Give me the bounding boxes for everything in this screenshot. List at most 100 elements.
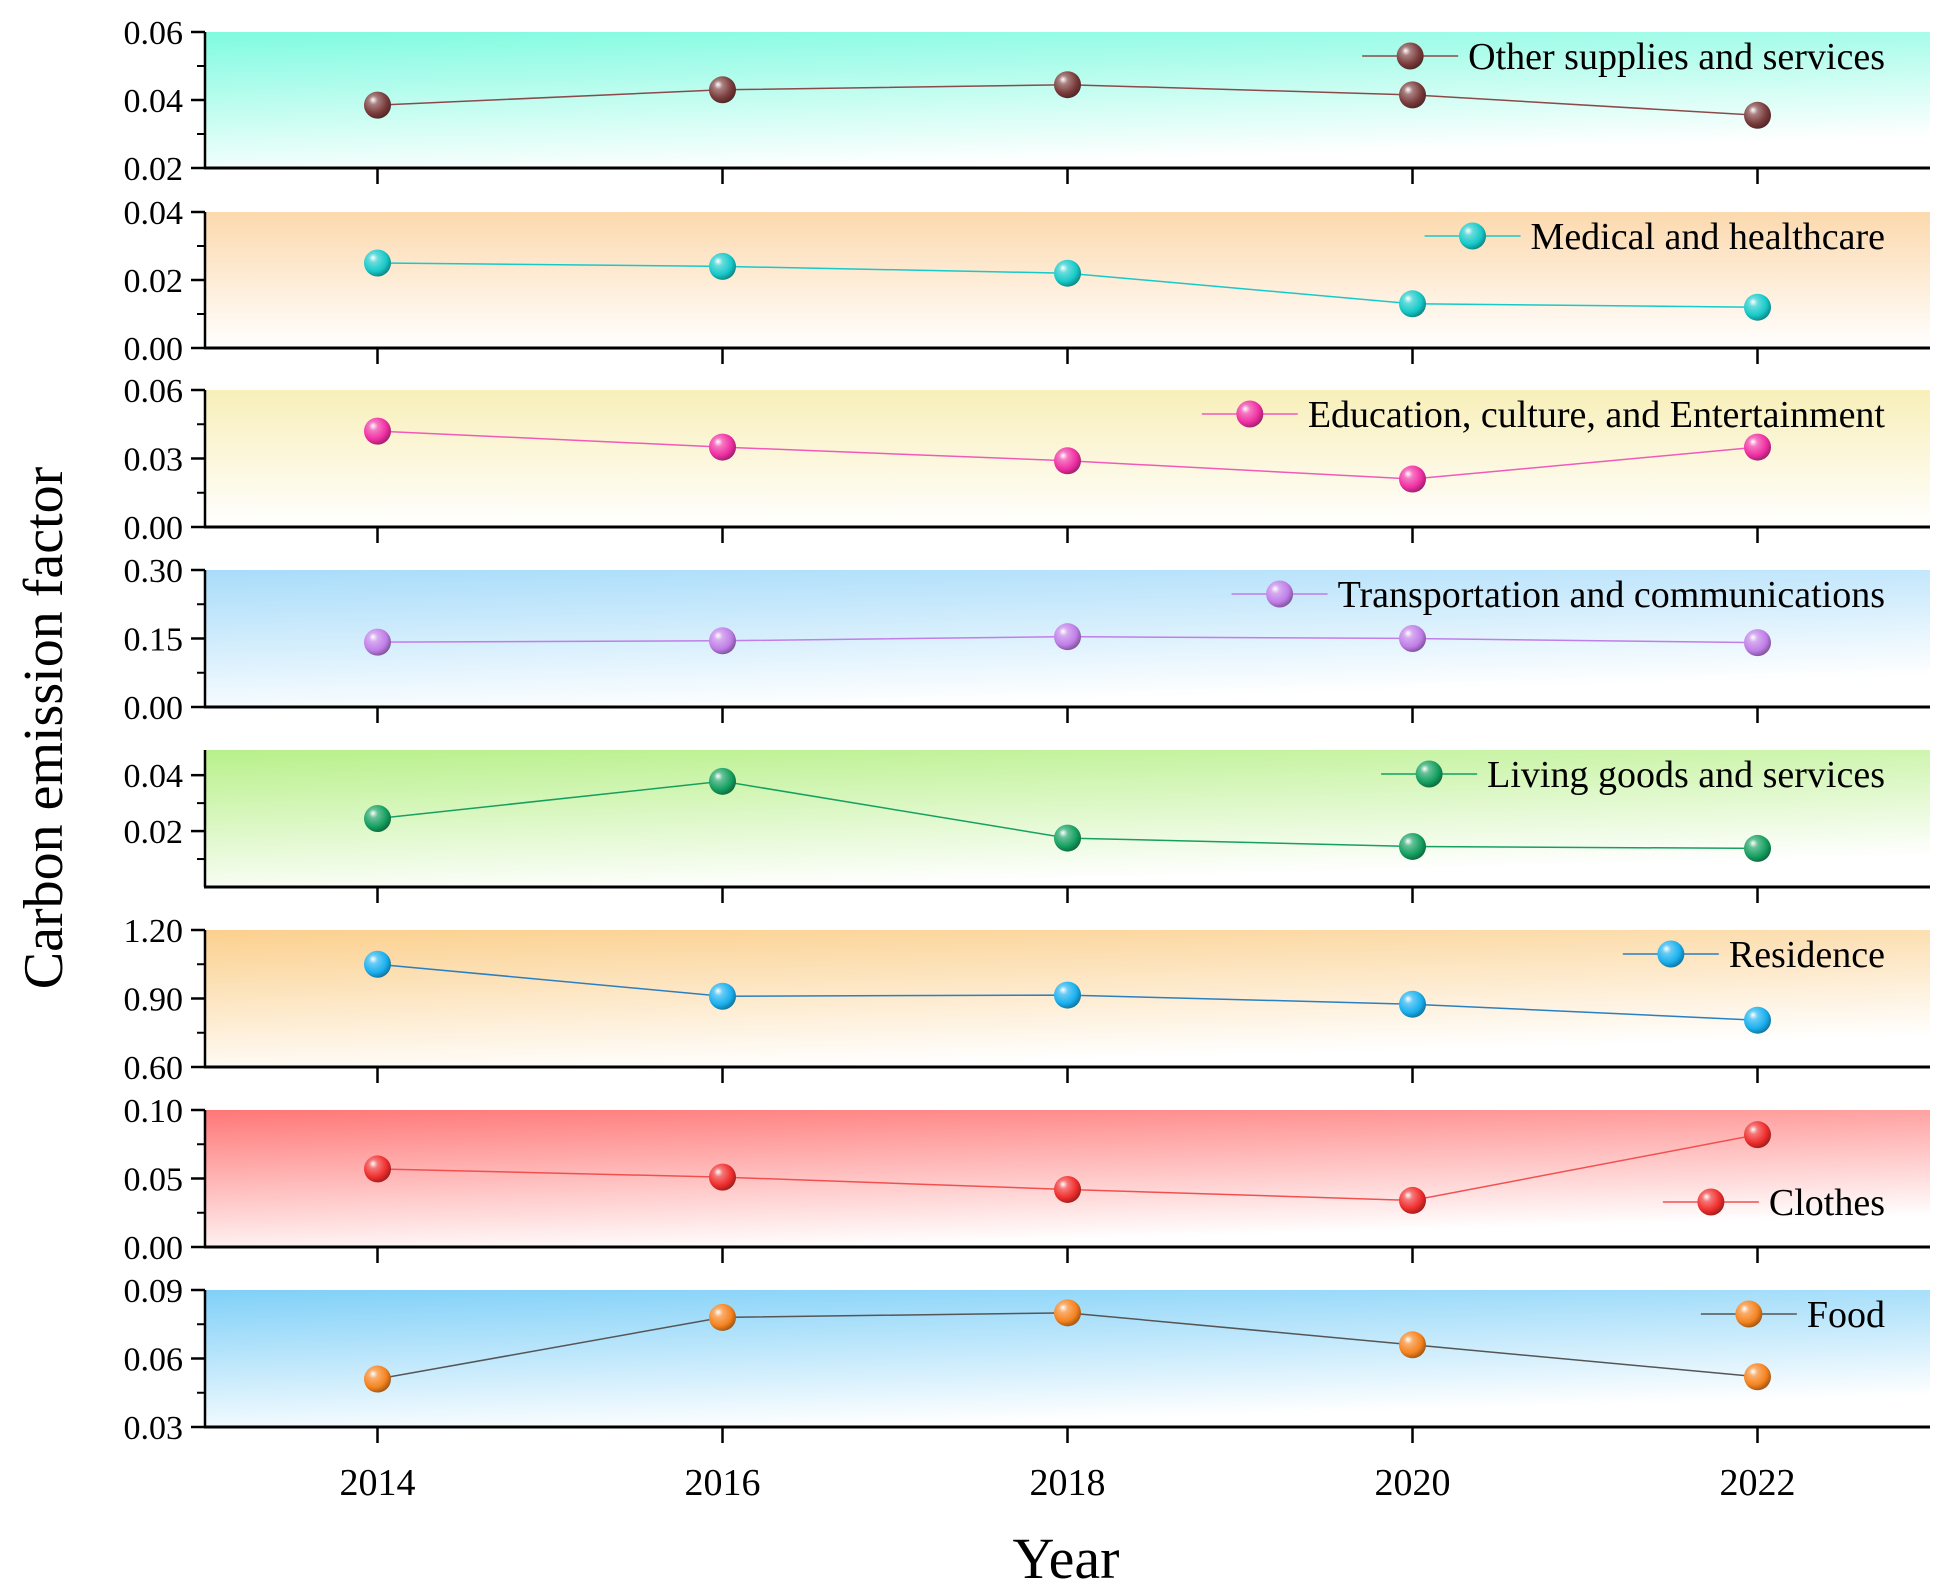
- y-tick-label: 0.00: [124, 331, 184, 368]
- data-point-clothes-2022: [1744, 1121, 1771, 1149]
- data-point-medical-and-healthcare-2016: [709, 252, 736, 280]
- data-point-transportation-and-communications-2014: [364, 628, 391, 656]
- data-point-education-culture-and-entertainment-2014: [364, 417, 391, 445]
- legend-marker: [1697, 1188, 1725, 1216]
- y-tick-label: 0.10: [124, 1093, 184, 1130]
- data-point-clothes-2016: [709, 1163, 736, 1191]
- data-point-education-culture-and-entertainment-2016: [709, 433, 736, 461]
- panel-background: [205, 750, 1930, 887]
- data-point-residence-2020: [1399, 990, 1426, 1018]
- data-point-education-culture-and-entertainment-2022: [1744, 433, 1771, 461]
- legend-marker: [1459, 222, 1487, 250]
- data-point-medical-and-healthcare-2014: [364, 249, 391, 277]
- legend-marker: [1396, 42, 1424, 70]
- y-tick-label: 0.15: [124, 622, 184, 659]
- data-point-food-2018: [1054, 1299, 1081, 1327]
- data-point-residence-2022: [1744, 1006, 1771, 1034]
- y-tick-label: 0.09: [124, 1273, 184, 1310]
- y-tick-label: 0.04: [124, 83, 184, 120]
- data-point-residence-2014: [364, 950, 391, 978]
- panel-other-supplies-and-services: 0.02 0.04 0.06 Other supplies and services: [124, 15, 1930, 188]
- y-tick-label: 0.00: [124, 690, 184, 727]
- legend-other-supplies-and-services: Other supplies and services: [1362, 36, 1885, 78]
- data-point-food-2022: [1744, 1363, 1771, 1391]
- panel-residence: 0.60 0.90 1.20 Residence: [124, 913, 1930, 1087]
- x-axis: 2014 2016 2018 2020 2022: [340, 1462, 1796, 1504]
- legend-label: Living goods and services: [1487, 754, 1885, 796]
- data-point-transportation-and-communications-2018: [1054, 623, 1081, 651]
- y-tick-label: 0.04: [124, 195, 184, 232]
- data-point-other-supplies-and-services-2016: [709, 76, 736, 104]
- y-tick-label: 0.60: [124, 1050, 184, 1087]
- data-point-residence-2018: [1054, 981, 1081, 1009]
- data-point-other-supplies-and-services-2014: [364, 91, 391, 119]
- legend-label: Food: [1807, 1294, 1885, 1336]
- y-tick-label: 0.06: [124, 15, 184, 52]
- data-point-food-2020: [1399, 1331, 1426, 1359]
- y-axis-title: Carbon emission factor: [13, 466, 75, 989]
- legend-label: Education, culture, and Entertainment: [1308, 394, 1886, 436]
- y-tick-label: 0.02: [124, 814, 184, 851]
- legend-residence: Residence: [1622, 934, 1885, 976]
- data-point-living-goods-and-services-2016: [709, 767, 736, 795]
- legend-living-goods-and-services: Living goods and services: [1381, 754, 1885, 796]
- panel-education-culture-and-entertainment: 0.00 0.03 0.06 Education, culture, and Ente…: [124, 373, 1930, 547]
- data-point-clothes-2020: [1399, 1186, 1426, 1214]
- data-point-food-2016: [709, 1303, 736, 1331]
- y-tick-label: 0.02: [124, 263, 184, 300]
- y-tick-label: 0.03: [124, 1410, 184, 1447]
- panel-living-goods-and-services: 0.02 0.04 Living goods and services: [124, 750, 1930, 903]
- y-tick-label: 0.03: [124, 442, 184, 479]
- data-point-food-2014: [364, 1365, 391, 1393]
- legend-clothes: Clothes: [1662, 1182, 1885, 1224]
- legend-medical-and-healthcare: Medical and healthcare: [1424, 216, 1885, 258]
- legend-transportation-and-communications: Transportation and communications: [1231, 574, 1885, 616]
- data-point-transportation-and-communications-2016: [709, 627, 736, 655]
- y-tick-label: 0.04: [124, 758, 184, 795]
- data-point-other-supplies-and-services-2018: [1054, 71, 1081, 99]
- data-point-clothes-2018: [1054, 1175, 1081, 1203]
- x-tick-label: 2020: [1375, 1462, 1451, 1504]
- legend-marker: [1236, 400, 1264, 428]
- legend-label: Residence: [1729, 934, 1885, 976]
- data-point-medical-and-healthcare-2022: [1744, 293, 1771, 321]
- data-point-living-goods-and-services-2018: [1054, 824, 1081, 852]
- panels-layer: 0.02 0.04 0.06 Other supplies and services 0…: [124, 15, 1930, 1447]
- legend-label: Clothes: [1769, 1182, 1885, 1224]
- panel-clothes: 0.00 0.05 0.10 Clothes: [124, 1093, 1930, 1267]
- panel-transportation-and-communications: 0.00 0.15 0.30 Transportation and communica…: [124, 553, 1930, 727]
- data-point-transportation-and-communications-2022: [1744, 629, 1771, 657]
- data-point-other-supplies-and-services-2022: [1744, 101, 1771, 129]
- panel-food: 0.03 0.06 0.09 Food: [124, 1273, 1930, 1447]
- x-axis-title: Year: [1013, 1526, 1120, 1591]
- y-tick-label: 0.06: [124, 1342, 184, 1379]
- data-point-other-supplies-and-services-2020: [1399, 81, 1426, 109]
- y-tick-label: 1.20: [124, 913, 184, 950]
- legend-education-culture-and-entertainment: Education, culture, and Entertainment: [1201, 394, 1886, 436]
- y-tick-label: 0.06: [124, 373, 184, 410]
- y-tick-label: 0.05: [124, 1162, 184, 1199]
- y-tick-label: 0.00: [124, 1230, 184, 1267]
- data-point-clothes-2014: [364, 1155, 391, 1183]
- x-tick-label: 2018: [1030, 1462, 1106, 1504]
- x-tick-label: 2014: [340, 1462, 416, 1504]
- data-point-medical-and-healthcare-2018: [1054, 259, 1081, 287]
- data-point-education-culture-and-entertainment-2018: [1054, 447, 1081, 475]
- data-point-living-goods-and-services-2020: [1399, 832, 1426, 860]
- legend-label: Medical and healthcare: [1531, 216, 1885, 258]
- data-point-living-goods-and-services-2022: [1744, 834, 1771, 862]
- legend-label: Other supplies and services: [1468, 36, 1885, 78]
- x-tick-label: 2022: [1720, 1462, 1796, 1504]
- y-tick-label: 0.30: [124, 553, 184, 590]
- x-tick-label: 2016: [685, 1462, 761, 1504]
- legend-marker: [1735, 1300, 1763, 1328]
- legend-marker: [1266, 580, 1294, 608]
- data-point-education-culture-and-entertainment-2020: [1399, 465, 1426, 493]
- data-point-living-goods-and-services-2014: [364, 805, 391, 832]
- data-point-medical-and-healthcare-2020: [1399, 290, 1426, 318]
- legend-label: Transportation and communications: [1338, 574, 1885, 616]
- data-point-transportation-and-communications-2020: [1399, 625, 1426, 652]
- data-point-residence-2016: [709, 982, 736, 1010]
- panel-medical-and-healthcare: 0.00 0.02 0.04 Medical and healthcare: [124, 195, 1930, 368]
